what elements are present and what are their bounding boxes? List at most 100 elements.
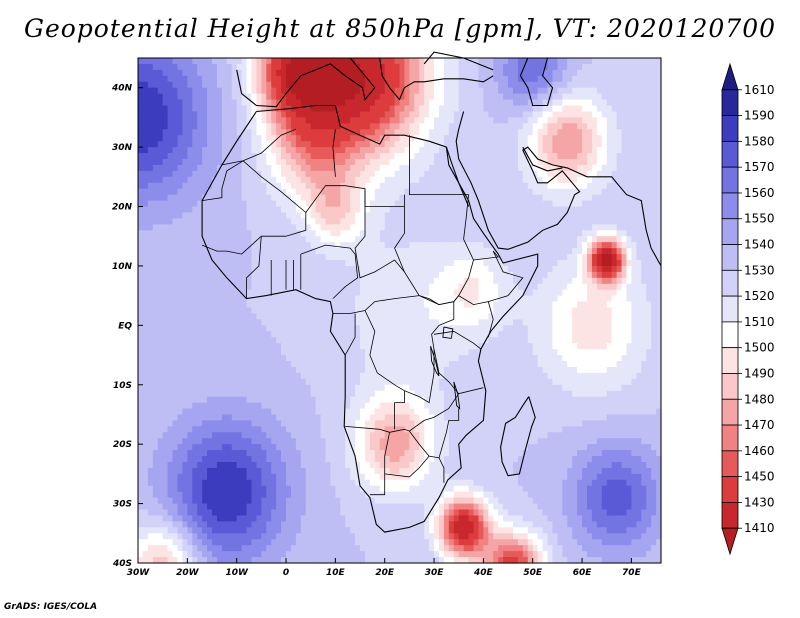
field-cell xyxy=(369,283,376,291)
field-cell xyxy=(231,271,238,279)
field-cell xyxy=(192,224,198,231)
field-cell xyxy=(616,63,623,71)
field-cell xyxy=(138,93,144,101)
field-cell xyxy=(448,230,455,237)
field-cell xyxy=(552,111,558,119)
field-cell xyxy=(631,200,637,208)
field-cell xyxy=(488,159,494,166)
field-cell xyxy=(582,170,588,178)
field-cell xyxy=(646,69,652,77)
field-cell xyxy=(586,194,593,202)
field-cell xyxy=(478,129,484,136)
field-cell xyxy=(458,170,465,178)
field-cell xyxy=(266,123,272,130)
field-cell xyxy=(251,319,258,326)
field-cell xyxy=(577,75,583,83)
field-cell xyxy=(231,212,238,220)
field-cell xyxy=(320,99,327,107)
field-cell xyxy=(572,200,578,208)
field-cell xyxy=(310,277,317,285)
field-cell xyxy=(261,254,267,261)
field-cell xyxy=(498,87,504,95)
field-cell xyxy=(409,301,415,309)
field-cell xyxy=(379,212,386,220)
field-cell xyxy=(221,123,228,130)
field-cell xyxy=(251,69,258,77)
field-cell xyxy=(340,307,346,315)
field-cell xyxy=(221,182,228,190)
field-cell xyxy=(621,283,628,291)
field-cell xyxy=(626,295,632,303)
field-cell xyxy=(522,265,529,273)
field-cell xyxy=(488,206,494,214)
field-cell xyxy=(246,325,253,332)
field-cell xyxy=(577,182,583,190)
field-cell xyxy=(438,331,445,338)
field-cell xyxy=(177,307,183,315)
field-cell xyxy=(443,105,450,113)
field-cell xyxy=(646,159,652,166)
field-cell xyxy=(651,218,657,225)
field-cell xyxy=(226,93,233,101)
field-cell xyxy=(478,182,484,190)
field-cell xyxy=(315,182,322,190)
field-cell xyxy=(256,188,262,196)
field-cell xyxy=(271,123,277,130)
field-cell xyxy=(325,265,332,273)
field-cell xyxy=(177,313,183,321)
field-cell xyxy=(172,75,179,83)
field-cell xyxy=(231,170,238,178)
field-cell xyxy=(606,331,613,338)
field-cell xyxy=(606,93,613,101)
field-cell xyxy=(379,176,386,184)
field-cell xyxy=(601,99,608,107)
field-cell xyxy=(207,230,213,237)
field-cell xyxy=(320,69,327,77)
field-cell xyxy=(355,170,361,178)
field-cell xyxy=(236,313,243,321)
field-cell xyxy=(138,289,144,297)
field-cell xyxy=(468,313,475,321)
field-cell xyxy=(547,230,554,237)
field-cell xyxy=(300,260,307,267)
field-cell xyxy=(424,81,430,89)
field-cell xyxy=(315,99,322,107)
field-cell xyxy=(251,170,258,178)
field-cell xyxy=(409,99,415,107)
field-cell xyxy=(147,170,154,178)
field-cell xyxy=(305,194,312,202)
field-cell xyxy=(197,159,203,166)
field-cell xyxy=(212,164,218,172)
field-cell xyxy=(596,230,603,237)
field-cell xyxy=(290,147,297,154)
field-cell xyxy=(360,200,366,208)
field-cell xyxy=(631,260,637,267)
field-cell xyxy=(207,63,213,71)
field-cell xyxy=(305,58,312,65)
field-cell xyxy=(582,141,588,148)
field-cell xyxy=(350,260,356,267)
field-cell xyxy=(147,289,154,297)
field-cell xyxy=(360,147,366,154)
field-cell xyxy=(320,135,327,142)
field-cell xyxy=(458,254,465,261)
field-cell xyxy=(340,87,346,95)
field-cell xyxy=(221,63,228,71)
field-cell xyxy=(527,230,534,237)
field-cell xyxy=(582,242,588,249)
field-cell xyxy=(360,63,366,71)
field-cell xyxy=(488,289,494,297)
field-cell xyxy=(241,153,248,160)
field-cell xyxy=(532,200,539,208)
field-cell xyxy=(473,75,480,83)
field-cell xyxy=(577,176,583,184)
field-cell xyxy=(542,123,549,130)
field-cell xyxy=(305,325,312,332)
field-cell xyxy=(177,289,183,297)
field-cell xyxy=(458,182,465,190)
field-cell xyxy=(315,260,322,267)
field-cell xyxy=(147,265,154,273)
field-cell xyxy=(216,230,223,237)
field-cell xyxy=(552,69,558,77)
field-cell xyxy=(197,176,203,184)
